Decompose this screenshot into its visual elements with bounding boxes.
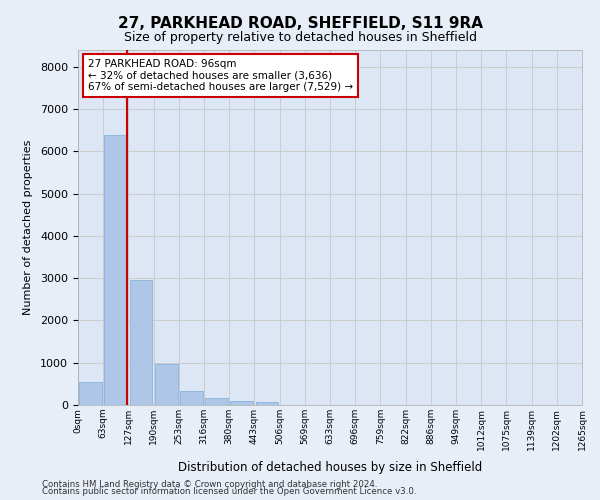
- Bar: [256, 402, 278, 405]
- Bar: [79, 382, 102, 405]
- Bar: [104, 134, 127, 405]
- Text: Contains HM Land Registry data © Crown copyright and database right 2024.: Contains HM Land Registry data © Crown c…: [42, 480, 377, 489]
- Bar: [130, 280, 152, 405]
- X-axis label: Distribution of detached houses by size in Sheffield: Distribution of detached houses by size …: [178, 461, 482, 474]
- Bar: [155, 364, 178, 405]
- Text: 27, PARKHEAD ROAD, SHEFFIELD, S11 9RA: 27, PARKHEAD ROAD, SHEFFIELD, S11 9RA: [118, 16, 482, 32]
- Bar: [205, 398, 228, 405]
- Bar: [230, 401, 253, 405]
- Y-axis label: Number of detached properties: Number of detached properties: [23, 140, 33, 315]
- Text: 27 PARKHEAD ROAD: 96sqm
← 32% of detached houses are smaller (3,636)
67% of semi: 27 PARKHEAD ROAD: 96sqm ← 32% of detache…: [88, 59, 353, 92]
- Bar: [180, 390, 203, 405]
- Text: Contains public sector information licensed under the Open Government Licence v3: Contains public sector information licen…: [42, 487, 416, 496]
- Text: Size of property relative to detached houses in Sheffield: Size of property relative to detached ho…: [124, 31, 476, 44]
